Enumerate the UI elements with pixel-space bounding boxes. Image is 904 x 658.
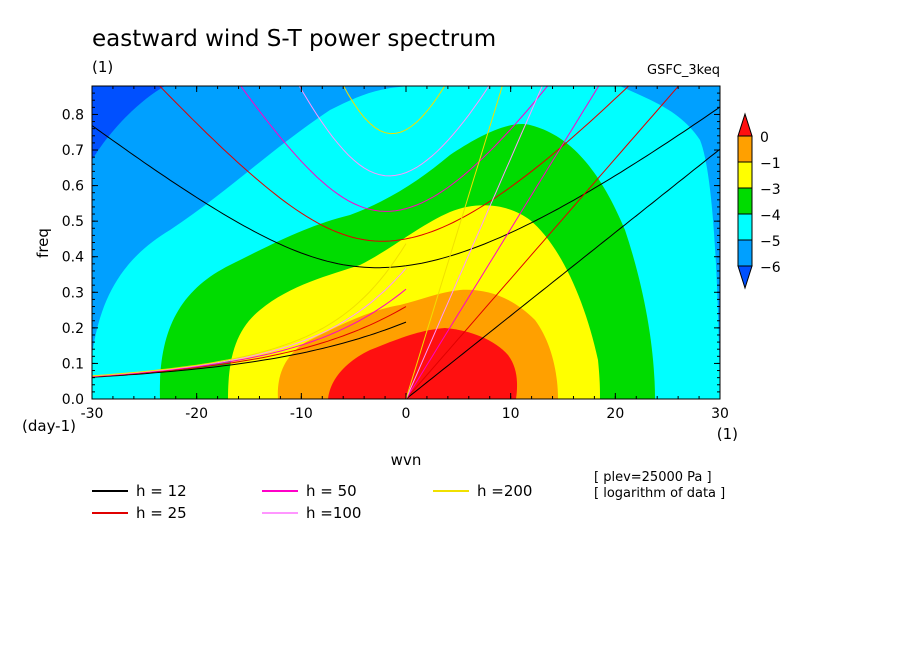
x-axis-title: wvn xyxy=(391,451,422,469)
x-tick-label: 0 xyxy=(402,406,411,422)
dispersion-curves xyxy=(92,86,720,399)
colorbar: 0 −1 −3 −4 −5 −6 xyxy=(737,112,781,290)
colorbar-segment xyxy=(737,161,753,189)
colorbar-segment xyxy=(737,187,753,215)
y-axis-title: freq xyxy=(34,228,52,258)
inertia-gravity-curve xyxy=(158,86,630,242)
annotation-plev: [ plev=25000 Pa ] xyxy=(594,470,712,485)
x-unit-label: (1) xyxy=(717,425,738,443)
colorbar-bottom-arrow xyxy=(737,265,753,290)
legend-label: h = 25 xyxy=(136,504,187,522)
colorbar-label: −6 xyxy=(760,260,781,276)
colorbar-label: −1 xyxy=(760,156,781,172)
legend-label: h =200 xyxy=(477,482,532,500)
chart-subtitle-right: GSFC_3keq xyxy=(647,63,720,78)
mrg-wave-curve xyxy=(92,243,407,377)
inertia-gravity-curve xyxy=(92,106,720,269)
x-tick-label: 30 xyxy=(711,406,729,422)
colorbar-segment xyxy=(737,135,753,163)
x-tick-label: -30 xyxy=(81,406,104,422)
x-tick-label: -20 xyxy=(185,406,208,422)
y-tick-label: 0.3 xyxy=(62,285,84,301)
inertia-gravity-curve xyxy=(343,86,446,135)
chart-title: eastward wind S-T power spectrum xyxy=(92,26,496,52)
x-tick-label: -10 xyxy=(290,406,313,422)
legend-label: h = 12 xyxy=(136,482,187,500)
mrg-wave-curve xyxy=(92,321,407,378)
y-tick-label: 0.0 xyxy=(62,392,84,408)
legend-label: h = 50 xyxy=(306,482,357,500)
inertia-gravity-curve xyxy=(240,86,549,212)
legend-label: h =100 xyxy=(306,504,361,522)
colorbar-top-arrow xyxy=(737,112,753,137)
x-tick-label: 20 xyxy=(606,406,624,422)
kelvin-wave-curve xyxy=(405,86,543,399)
y-tick-label: 0.8 xyxy=(62,107,84,123)
legend: h = 12 h = 25 h = 50 h =100 h =200 xyxy=(92,482,532,522)
kelvin-wave-curve xyxy=(405,148,720,399)
y-tick-label: 0.5 xyxy=(62,214,84,230)
colorbar-label: 0 xyxy=(760,130,769,146)
y-tick-label: 0.1 xyxy=(62,356,84,372)
band-above-0 xyxy=(328,328,518,399)
chart-subtitle-left: (1) xyxy=(92,58,113,76)
y-tick-label: 0.2 xyxy=(62,321,84,337)
mrg-wave-curve xyxy=(92,306,407,378)
y-tick-label: 0.4 xyxy=(62,250,84,266)
kelvin-wave-curve xyxy=(405,86,600,399)
colorbar-label: −5 xyxy=(760,234,781,250)
kelvin-wave-curve xyxy=(405,86,680,399)
kelvin-wave-curve xyxy=(405,86,503,399)
plot-area xyxy=(92,86,720,399)
annotation-log: [ logarithm of data ] xyxy=(594,486,725,501)
colorbar-segment xyxy=(737,213,753,241)
y-tick-label: 0.7 xyxy=(62,143,84,159)
y-unit-label: (day-1) xyxy=(22,417,76,435)
y-tick-label: 0.6 xyxy=(62,179,84,195)
colorbar-segment xyxy=(737,239,753,267)
colorbar-label: −4 xyxy=(760,208,781,224)
x-tick-label: 10 xyxy=(502,406,520,422)
axes: -30 -20 -10 0 10 20 30 0.0 0.1 0.2 0.3 0.4 0.5 0.6 0.7… xyxy=(62,86,729,422)
inertia-gravity-curve xyxy=(298,86,490,177)
colorbar-label: −3 xyxy=(760,182,781,198)
